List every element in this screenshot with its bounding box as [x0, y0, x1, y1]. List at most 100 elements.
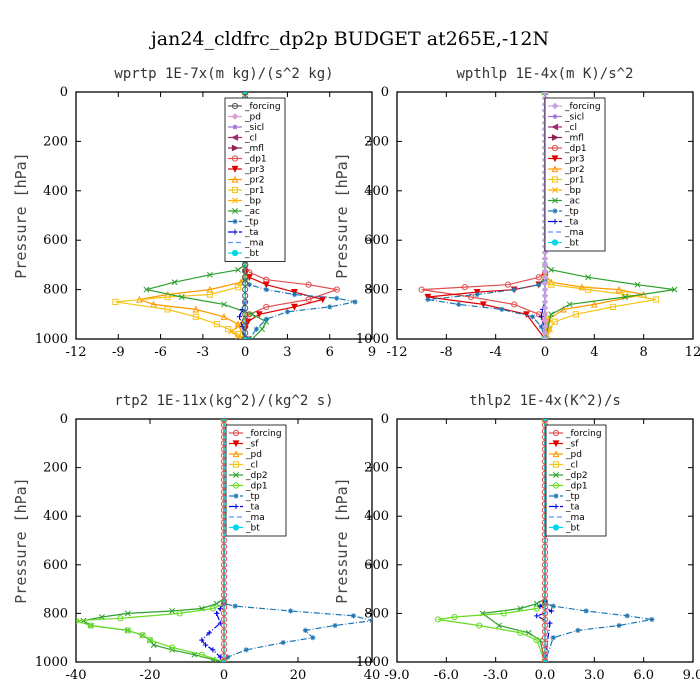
series-line-ac [544, 92, 675, 339]
legend-entry: _dp1 [244, 155, 267, 165]
zero-profile-marker [220, 549, 228, 556]
zero-profile-marker [242, 261, 249, 268]
zero-profile-marker [541, 658, 549, 662]
y-tick-label: 600 [43, 233, 68, 248]
legend-entry: _ta [564, 218, 579, 228]
series-line-dp1 [76, 419, 225, 662]
y-tick-label: 600 [364, 558, 389, 573]
zero-profile-marker [220, 586, 228, 593]
zero-profile-marker [220, 573, 228, 581]
series-tp-marker [243, 647, 249, 653]
series-tp-marker [649, 616, 655, 623]
chart-panel-2: wpthlp 1E-4x(m K)/s^2 Pressure [hPa] 0 200 4… [333, 66, 700, 360]
series-dp1-marker [517, 629, 524, 636]
legend-entry: _ta [245, 503, 260, 513]
legend-entry: _forcing [564, 102, 601, 112]
zero-profile-marker [541, 573, 549, 581]
x-tick-label: -12 [387, 345, 408, 360]
series-tp-marker [499, 306, 505, 312]
legend-bt-marker [232, 524, 240, 531]
legend-entry: _dp2 [245, 471, 268, 481]
series-tp-marker [232, 603, 238, 609]
zero-profile-marker [220, 567, 228, 574]
series-tp-marker [302, 627, 308, 634]
legend-entry: _pr1 [564, 176, 585, 186]
legend-entry: _bt [565, 524, 580, 534]
zero-profile-marker [220, 646, 228, 653]
series-ta-marker [538, 314, 544, 320]
zero-profile-marker [242, 323, 249, 330]
zero-profile-marker [220, 610, 228, 617]
y-tick-label: 800 [364, 606, 389, 621]
series-line-tp [427, 92, 546, 339]
series-pr1-marker [164, 306, 171, 313]
x-tick-label: -9.0 [384, 668, 409, 683]
series-dp1-marker [451, 613, 458, 621]
zero-profile-marker [541, 586, 549, 593]
panel-title: thlp2 1E-4x(K^2)/s [469, 393, 621, 409]
panel-title: wpthlp 1E-4x(m K)/s^2 [456, 66, 633, 82]
legend-entry: _sicl [564, 113, 584, 123]
chart-panels: wprtp 1E-7x(m kg)/(s^2 kg) Pressure [hPa]… [12, 66, 700, 683]
zero-profile-marker [541, 598, 549, 605]
legend-mfl-marker [551, 134, 559, 141]
series-pr3-marker [479, 301, 487, 309]
series-dp1-marker [461, 284, 468, 291]
series-dp1-marker [333, 286, 340, 293]
zero-profile-marker [541, 567, 549, 574]
legend-bt-marker [552, 524, 560, 531]
series-tp-marker [246, 282, 252, 288]
x-tick-label: 9.0 [683, 668, 700, 683]
zero-profile-marker [242, 292, 249, 299]
legend-sicl-marker [552, 113, 558, 120]
series-tp-marker [310, 635, 316, 641]
zero-profile-marker [541, 335, 549, 339]
zero-profile-marker [541, 579, 549, 587]
series-bp-marker [235, 333, 242, 339]
series-pr1-marker [551, 318, 558, 325]
zero-profile-marker [541, 310, 549, 318]
legend-entry: _bp [244, 197, 261, 207]
series-dp1-marker [209, 605, 216, 612]
series-pr2-marker [578, 283, 586, 291]
series-ac-marker [566, 301, 573, 308]
zero-profile-marker [541, 616, 549, 623]
legend-ta-marker [233, 503, 239, 510]
legend-entry: _bt [244, 249, 259, 259]
zero-profile-marker [541, 419, 549, 423]
zero-profile-marker [220, 592, 228, 599]
zero-profile-marker [220, 419, 228, 423]
series-ta-marker [214, 610, 220, 616]
legend-dp1-marker [231, 155, 239, 162]
legend-entry: _ac [564, 197, 580, 207]
zero-profile-marker [242, 317, 249, 324]
series-ta-marker [534, 613, 540, 619]
zero-profile-marker [541, 286, 549, 293]
series-dp1-marker [533, 637, 540, 644]
x-tick-label: 4 [590, 345, 598, 360]
y-tick-label: 600 [364, 233, 389, 248]
legend-entry: _forcing [244, 102, 281, 112]
x-tick-label: 20 [290, 668, 307, 683]
zero-profile-marker [541, 537, 549, 544]
series-dp1-marker [76, 617, 80, 624]
series-ta-marker [547, 620, 553, 626]
panel-title: rtp2 1E-11x(kg^2)/(kg^2 s) [114, 393, 333, 409]
series-dp1-marker [500, 610, 507, 617]
series-dp1-marker [124, 627, 131, 634]
series-dp1-marker [176, 610, 183, 617]
legend-box [544, 97, 606, 252]
zero-profile-marker [541, 604, 549, 611]
legend-pr3-marker [551, 155, 559, 163]
y-tick-label: 0 [381, 412, 389, 427]
series-line-tp [544, 419, 653, 662]
series-group [435, 419, 655, 662]
series-ac-marker [671, 286, 678, 293]
series-dp2-marker [525, 629, 532, 636]
zero-profile-marker [242, 92, 249, 96]
series-ta-marker [206, 630, 212, 636]
y-tick-label: 1000 [35, 332, 68, 347]
legend-entry: _ta [565, 503, 580, 513]
legend-forcing-marker [232, 429, 240, 437]
zero-profile-marker [541, 292, 549, 300]
